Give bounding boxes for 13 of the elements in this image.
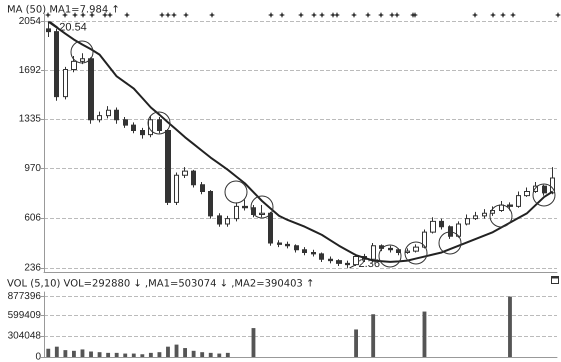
y-tick-label: 236 bbox=[24, 262, 42, 274]
y-tick-label: 877396 bbox=[8, 291, 42, 302]
y-tick-label: 2054 bbox=[18, 16, 42, 28]
chart-title: VOL (5,10) VOL=292880 ↓ ,MA1=503074 ↓ ,MA2=390403 ↑ bbox=[7, 278, 314, 290]
chart-title: MA (50) MA1=7.984 ↑ bbox=[7, 4, 120, 16]
y-tick-label: 0 bbox=[35, 352, 42, 362]
y-tick-label: 970 bbox=[24, 162, 42, 174]
y-tick-label: 1335 bbox=[18, 114, 42, 125]
y-tick-label: 304048 bbox=[8, 330, 42, 342]
y-tick-label: 606 bbox=[24, 212, 42, 224]
annotation: 20.54 bbox=[59, 22, 87, 34]
y-tick-label: 599409 bbox=[8, 310, 42, 322]
y-tick-label: 1692 bbox=[18, 65, 42, 76]
